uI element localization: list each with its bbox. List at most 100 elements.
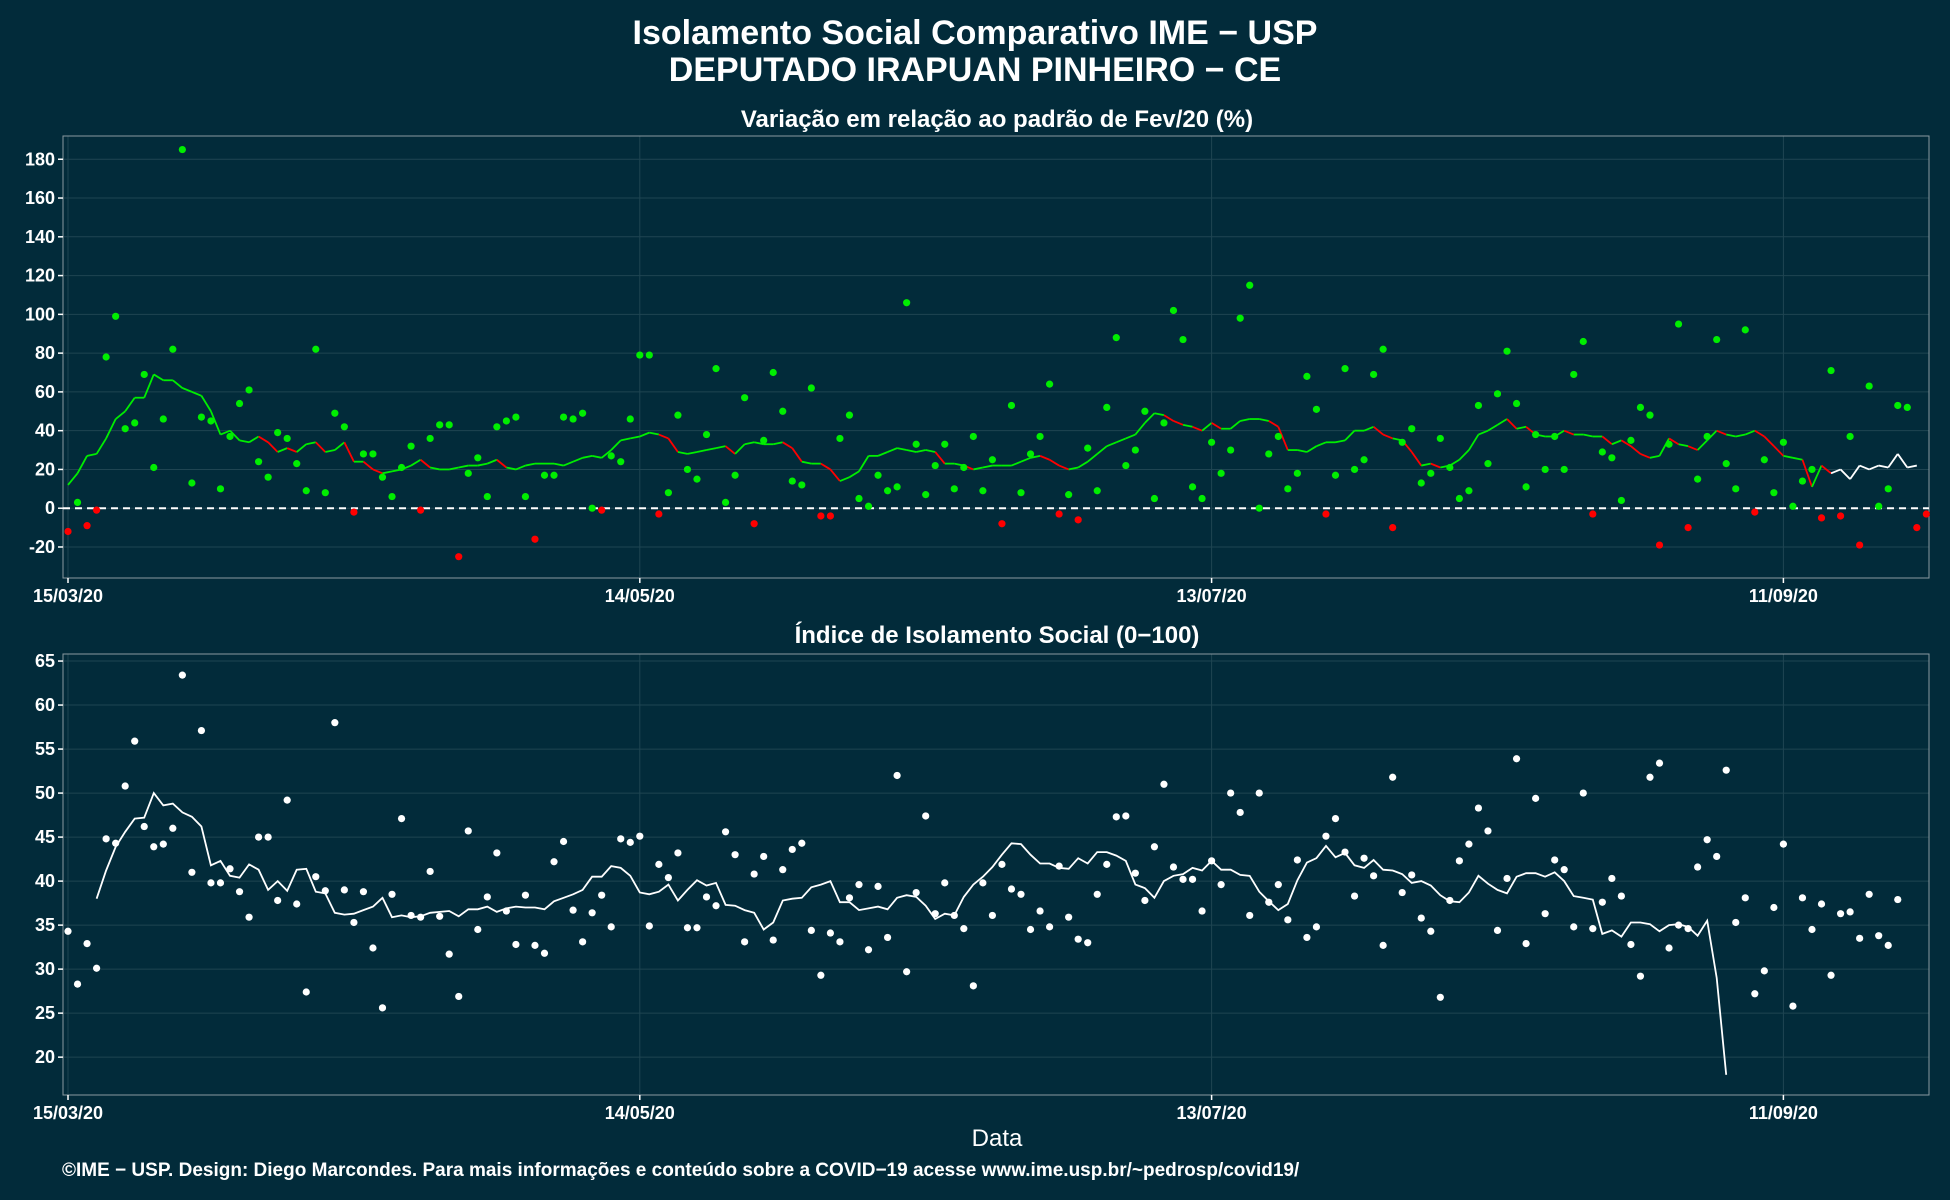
data-point <box>598 506 606 514</box>
moving-average-segment <box>1039 455 1050 461</box>
moving-average-segment <box>801 460 812 465</box>
data-point <box>1017 890 1025 898</box>
data-point <box>112 312 120 320</box>
data-point <box>1579 337 1587 346</box>
data-point <box>1541 910 1549 918</box>
data-point <box>1122 461 1130 470</box>
data-point <box>864 502 873 510</box>
data-point <box>779 407 787 415</box>
data-point <box>760 852 768 861</box>
data-point <box>1188 875 1197 883</box>
moving-average-segment <box>1182 423 1193 428</box>
moving-average-segment <box>1868 464 1880 471</box>
data-point <box>1732 485 1740 493</box>
data-point <box>1789 1002 1797 1010</box>
data-point <box>1446 896 1454 905</box>
data-point <box>1465 840 1473 848</box>
data-point <box>283 796 291 804</box>
data-point <box>1255 789 1263 797</box>
moving-average-segment <box>220 429 231 436</box>
data-point <box>903 299 911 307</box>
moving-average-segment <box>982 464 993 469</box>
data-point <box>407 911 415 920</box>
data-point <box>712 902 720 910</box>
data-point <box>893 483 901 491</box>
data-point <box>950 485 958 493</box>
data-point <box>1236 314 1244 322</box>
moving-average-segment <box>1763 435 1775 447</box>
moving-average-segment <box>1611 439 1622 446</box>
data-point <box>1560 465 1568 474</box>
moving-average-segment <box>200 395 212 412</box>
data-point <box>150 843 158 851</box>
data-point <box>188 479 196 487</box>
moving-average-segment <box>839 476 850 482</box>
moving-average-segment <box>105 418 117 439</box>
data-point <box>531 535 539 543</box>
data-point <box>1636 403 1645 412</box>
moving-average-segment <box>1668 437 1680 446</box>
data-point <box>626 415 634 423</box>
data-point <box>969 982 977 990</box>
data-point <box>1112 813 1120 821</box>
x-axis-label: Data <box>972 1125 1023 1152</box>
moving-average-segment <box>563 460 574 467</box>
moving-average-segment <box>1106 441 1117 448</box>
data-point <box>1427 469 1435 477</box>
data-point <box>426 434 434 443</box>
moving-average-segment <box>1497 418 1508 426</box>
data-point <box>1836 910 1845 918</box>
data-point <box>1208 438 1216 446</box>
moving-average-segment <box>1096 445 1108 455</box>
data-point <box>388 492 396 501</box>
data-point <box>1322 510 1330 518</box>
moving-average-segment <box>1811 465 1823 488</box>
data-point <box>1779 438 1787 446</box>
data-point <box>1713 852 1721 861</box>
data-point <box>92 506 101 514</box>
data-point <box>693 924 701 932</box>
data-point <box>121 782 129 790</box>
x-tick-label: 15/03/20 <box>33 1103 103 1123</box>
data-point <box>598 891 606 899</box>
data-point <box>1074 516 1082 524</box>
data-point <box>1408 425 1416 433</box>
moving-average-segment <box>1726 433 1736 438</box>
data-point <box>741 394 749 402</box>
chart-title-line2: DEPUTADO IRAPUAN PINHEIRO − CE <box>669 51 1281 89</box>
data-point <box>1045 923 1054 931</box>
moving-average-segment <box>877 451 888 457</box>
data-point <box>655 510 663 518</box>
moving-average-segment <box>315 441 326 453</box>
data-point <box>102 835 110 843</box>
data-point <box>1093 890 1101 898</box>
moving-average-segment <box>1240 418 1250 422</box>
data-point <box>1103 403 1111 412</box>
moving-average-segment <box>1478 429 1489 436</box>
data-point <box>1131 446 1139 454</box>
data-point <box>235 399 244 408</box>
moving-average-segment <box>829 468 841 482</box>
data-point <box>1646 411 1654 419</box>
data-point <box>559 413 568 421</box>
data-point <box>417 913 425 921</box>
data-point <box>1455 857 1463 865</box>
data-point <box>1341 365 1349 373</box>
moving-average-segment <box>382 470 393 475</box>
moving-average-segment <box>1601 435 1613 445</box>
data-point <box>73 498 82 506</box>
moving-average-segment <box>343 441 355 463</box>
y-tick-label: 25 <box>35 1003 55 1023</box>
moving-average-segment <box>1458 449 1470 461</box>
moving-average-segment <box>687 451 698 455</box>
data-point <box>73 980 82 988</box>
data-point <box>1598 448 1606 456</box>
data-point <box>131 737 139 745</box>
data-point <box>1598 898 1606 906</box>
data-point <box>1246 281 1254 289</box>
data-point <box>1112 334 1120 342</box>
moving-average-segment <box>496 459 507 469</box>
moving-average-segment <box>572 456 583 463</box>
data-point <box>1884 485 1892 493</box>
